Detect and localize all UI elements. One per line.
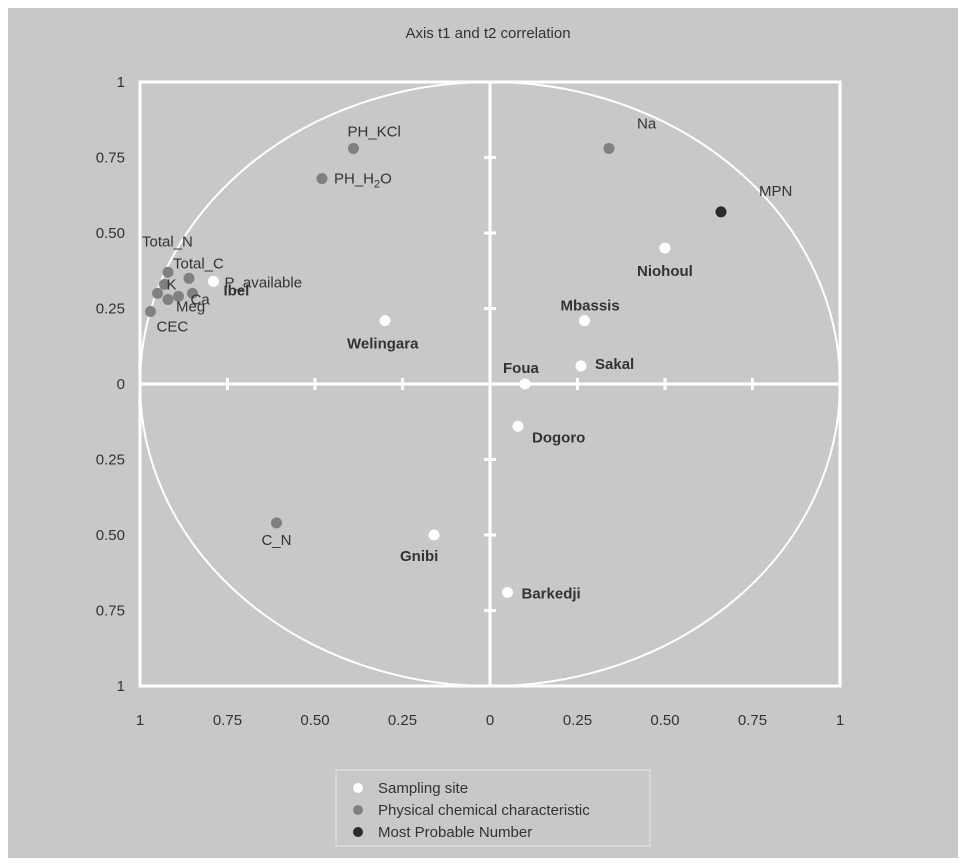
y-tick-label: 0 <box>117 376 125 393</box>
legend-label-sampling-site: Sampling site <box>378 780 468 797</box>
data-point-ph-h2o <box>317 173 328 184</box>
x-tick-label: 1 <box>836 712 844 729</box>
chart-container: Axis t1 and t2 correlation 1 0.75 0.50 0.25… <box>8 8 958 858</box>
point-label-k: K <box>167 276 177 293</box>
point-label-cec: CEC <box>157 319 189 336</box>
x-tick-label: 0.25 <box>388 712 417 729</box>
legend-marker-most-probable-number <box>353 827 363 837</box>
point-label-foua: Foua <box>503 360 539 377</box>
y-tick-label: 0.50 <box>96 527 125 544</box>
point-label-ibel: Ibel <box>224 282 250 299</box>
point-label-ph-kcl: PH_KCl <box>348 123 401 140</box>
x-tick-label: 1 <box>136 712 144 729</box>
point-label-welingara: Welingara <box>347 336 419 353</box>
point-label-niohoul: Niohoul <box>637 263 693 280</box>
x-tick-label: 0.50 <box>650 712 679 729</box>
data-point-gnibi <box>429 530 440 541</box>
x-tick-label: 0.75 <box>738 712 767 729</box>
data-point-barkedji <box>502 587 513 598</box>
data-point-mbassis <box>579 315 590 326</box>
point-label-meg: Meg <box>176 298 205 315</box>
data-point-total-c <box>184 273 195 284</box>
point-label-sakal: Sakal <box>595 356 634 373</box>
x-tick-label: 0.25 <box>563 712 592 729</box>
y-tick-label: 0.75 <box>96 603 125 620</box>
chart-title: Axis t1 and t2 correlation <box>405 25 570 42</box>
point-label-c-n: C_N <box>261 532 291 549</box>
point-label-total-n: Total_N <box>142 233 193 250</box>
point-label-gnibi: Gnibi <box>400 548 438 565</box>
x-tick-label: 0 <box>486 712 494 729</box>
data-point-foua <box>520 379 531 390</box>
legend-label-most-probable-number: Most Probable Number <box>378 824 532 841</box>
x-tick-label: 0.75 <box>213 712 242 729</box>
point-label-dogoro: Dogoro <box>532 429 585 446</box>
correlation-chart: Axis t1 and t2 correlation 1 0.75 0.50 0.25… <box>8 8 958 858</box>
y-tick-label: 0.50 <box>96 225 125 242</box>
data-point-c-n <box>271 517 282 528</box>
y-tick-label: 0.75 <box>96 150 125 167</box>
data-point-sakal <box>576 360 587 371</box>
point-label-ph-h2o: PH_H2O <box>334 171 392 191</box>
data-point-ph-kcl <box>348 143 359 154</box>
data-point-mpn <box>716 206 727 217</box>
point-label-na: Na <box>637 115 657 132</box>
point-label-barkedji: Barkedji <box>522 585 581 602</box>
point-label-total-c: Total_C <box>173 255 224 272</box>
legend-marker-physical-chemical-characteristic <box>353 805 363 815</box>
data-point-niohoul <box>660 243 671 254</box>
point-label-mpn: MPN <box>759 183 792 200</box>
y-tick-label: 0.25 <box>96 301 125 318</box>
point-label-mbassis: Mbassis <box>561 298 620 315</box>
data-point-na <box>604 143 615 154</box>
y-tick-label: 0.25 <box>96 452 125 469</box>
chart-background <box>8 8 958 858</box>
data-point-ibel <box>208 276 219 287</box>
data-point-cec <box>145 306 156 317</box>
legend-marker-sampling-site <box>353 783 363 793</box>
data-point-welingara <box>380 315 391 326</box>
y-tick-label: 1 <box>117 74 125 91</box>
legend-label-physical-chemical-characteristic: Physical chemical characteristic <box>378 802 590 819</box>
y-tick-label: 1 <box>117 678 125 695</box>
data-point-dogoro <box>513 421 524 432</box>
data-point-unlabeled <box>152 288 163 299</box>
x-tick-label: 0.50 <box>300 712 329 729</box>
data-point-meg <box>163 294 174 305</box>
